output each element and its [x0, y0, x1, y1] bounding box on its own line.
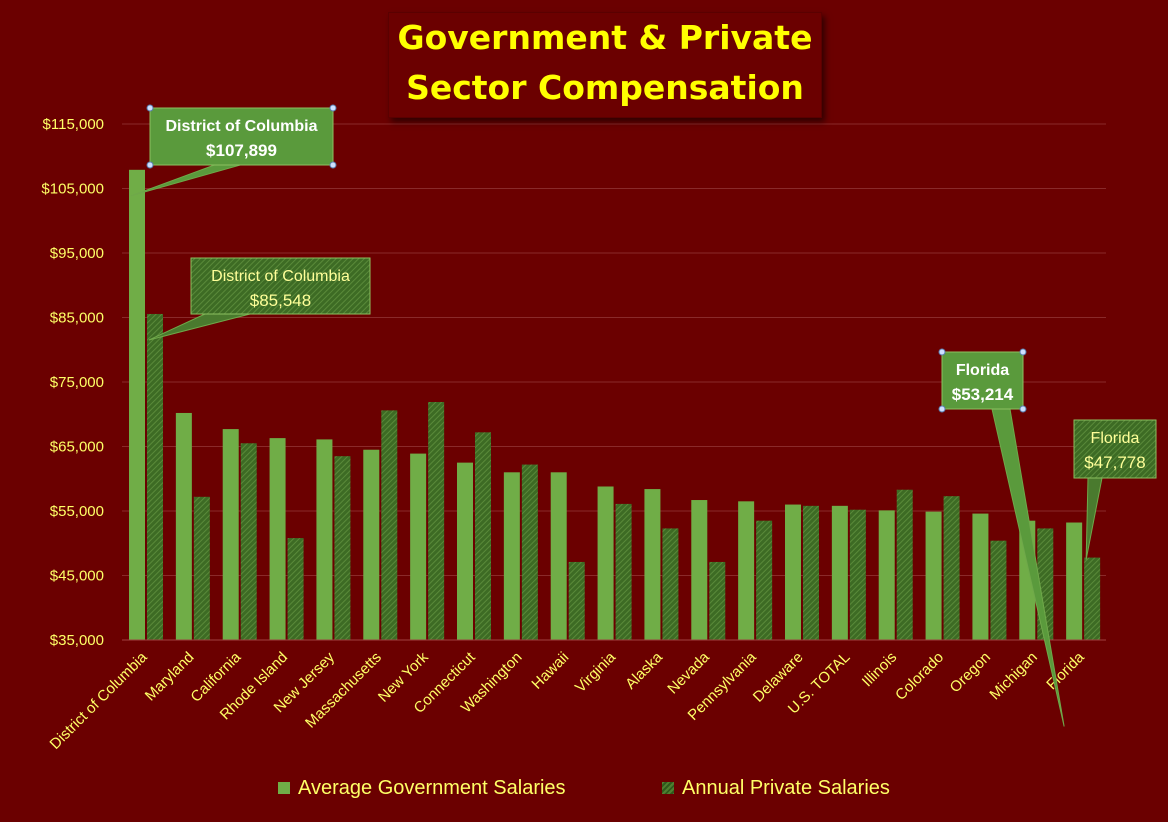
- bar-private-3: [287, 538, 304, 640]
- callout-handle: [329, 104, 337, 112]
- chart-title-line-2: Sector Compensation: [406, 68, 804, 107]
- callout-handle: [329, 161, 337, 169]
- bar-private-13: [756, 520, 773, 640]
- bar-government-3: [269, 438, 286, 640]
- annotations: District of Columbia $107,899 District of …: [130, 104, 1157, 727]
- y-tick-label: $45,000: [50, 568, 104, 585]
- bar-private-2: [240, 443, 257, 640]
- bar-private-12: [709, 561, 726, 640]
- callout-handle: [146, 161, 154, 169]
- y-tick-label: $75,000: [50, 374, 104, 391]
- callout-handle: [1019, 348, 1027, 356]
- callout-handle: [146, 104, 154, 112]
- bar-private-10: [615, 503, 632, 640]
- callout-box: [1073, 419, 1157, 479]
- y-tick-label: $115,000: [43, 116, 104, 133]
- bar-private-1: [193, 496, 210, 640]
- bar-government-12: [691, 500, 708, 640]
- bars: [122, 169, 1106, 641]
- legend: Average Government Salaries Annual Priva…: [0, 773, 1168, 803]
- legend-swatch-government: [278, 782, 290, 794]
- bar-government-0: [129, 169, 145, 640]
- bar-government-4: [316, 439, 333, 640]
- legend-item-private: Annual Private Salaries: [662, 773, 890, 803]
- bar-private-9: [568, 561, 585, 640]
- bar-private-11: [662, 528, 679, 640]
- bar-private-14: [803, 505, 819, 640]
- bar-private-17: [943, 496, 960, 640]
- bar-government-8: [503, 472, 520, 640]
- callout-value: $107,899: [206, 141, 277, 160]
- legend-swatch-private: [662, 782, 674, 794]
- callout-label: Florida: [1091, 430, 1140, 447]
- bar-government-5: [363, 449, 380, 640]
- bar-private-4: [334, 456, 351, 640]
- bar-private-15: [849, 509, 866, 640]
- callout-value: $47,778: [1084, 453, 1145, 472]
- bar-government-14: [785, 504, 801, 640]
- bar-government-9: [550, 472, 567, 640]
- callout-handle: [938, 348, 946, 356]
- chart-title-line-1: Government & Private: [397, 18, 813, 57]
- bar-government-7: [457, 462, 473, 640]
- callout-handle: [1019, 405, 1027, 413]
- legend-label-government: Average Government Salaries: [298, 776, 566, 799]
- bar-government-13: [738, 501, 755, 640]
- bar-government-20: [1066, 522, 1083, 640]
- bar-government-1: [175, 412, 192, 640]
- bar-private-5: [381, 410, 398, 640]
- y-tick-label: $55,000: [50, 503, 104, 520]
- callout-label: Florida: [956, 362, 1009, 379]
- callout-handle: [938, 405, 946, 413]
- callout-box: [149, 107, 334, 166]
- callout-box: [941, 351, 1024, 410]
- y-tick-label: $105,000: [41, 181, 104, 198]
- y-tick-label: $65,000: [50, 439, 104, 456]
- bar-private-0: [147, 313, 163, 640]
- callout-value: $53,214: [952, 385, 1014, 404]
- bar-government-16: [878, 510, 895, 640]
- bar-private-16: [896, 489, 913, 640]
- callout-label: District of Columbia: [165, 118, 317, 135]
- bar-private-6: [428, 401, 445, 640]
- callout-value: $85,548: [250, 291, 311, 310]
- y-tick-label: $95,000: [50, 245, 104, 262]
- y-tick-label: $35,000: [50, 632, 104, 649]
- bar-government-18: [972, 513, 989, 640]
- bar-government-17: [925, 511, 942, 640]
- y-tick-label: $85,000: [50, 310, 104, 327]
- bar-private-20: [1084, 557, 1101, 640]
- bar-government-6: [410, 453, 427, 640]
- bar-government-10: [597, 486, 614, 640]
- bar-private-7: [475, 432, 491, 640]
- legend-label-private: Annual Private Salaries: [682, 776, 890, 799]
- bar-government-11: [644, 489, 661, 640]
- bar-government-15: [831, 505, 848, 640]
- callout-box: [190, 257, 371, 315]
- legend-item-government: Average Government Salaries: [278, 773, 566, 803]
- callout-label: District of Columbia: [211, 268, 350, 285]
- bar-government-2: [222, 429, 239, 640]
- y-axis-ticks: $35,000 $45,000 $55,000 $65,000 $75,000 $85,0…: [41, 116, 104, 649]
- bar-private-18: [990, 540, 1007, 640]
- bar-private-8: [521, 464, 538, 640]
- chart-title-box: Government & Private Sector Compensation: [388, 12, 822, 118]
